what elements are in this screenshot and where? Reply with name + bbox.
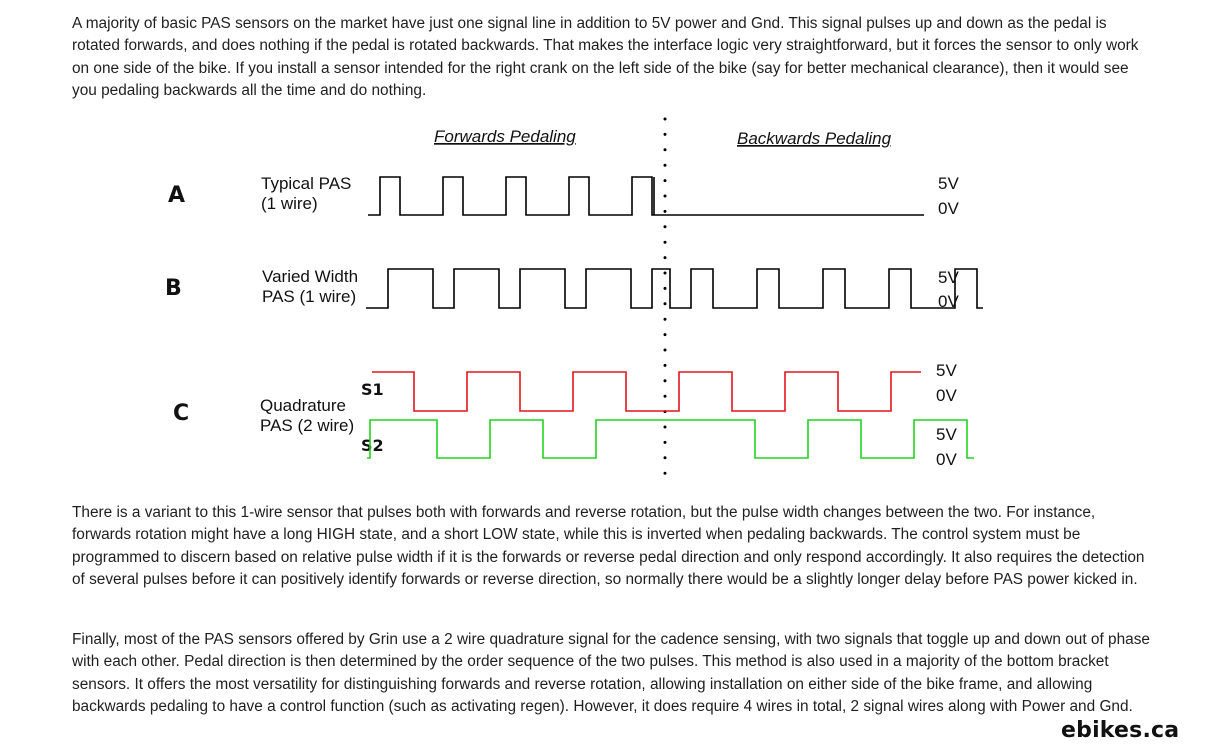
divider-dot [663, 379, 667, 383]
divider-dot [663, 302, 667, 306]
row-c-s2-waveform [367, 419, 974, 459]
divider-dot [663, 333, 667, 337]
row-c-s2-5v-label: 5V [936, 425, 957, 444]
row-c-label-line2: PAS (2 wire) [260, 416, 354, 435]
row-a-5v-label: 5V [938, 174, 959, 193]
divider-dot [663, 209, 667, 213]
divider-dot [663, 179, 667, 183]
divider-dot [663, 132, 667, 136]
divider-dot [663, 317, 667, 321]
divider-dot [663, 194, 667, 198]
row-b-label-line1: Varied Width [262, 267, 358, 286]
row-a-label-line1: Typical PAS [261, 174, 351, 193]
divider-dot [663, 225, 667, 229]
divider-dot [663, 240, 667, 244]
divider-dot [663, 348, 667, 352]
backwards-pedaling-heading: Backwards Pedaling [737, 129, 892, 148]
row-a-letter: A [168, 183, 185, 208]
divider-dot [663, 394, 667, 398]
direction-divider-dotted-line [663, 117, 667, 475]
row-c-s1-5v-label: 5V [936, 361, 957, 380]
divider-dot [663, 471, 667, 475]
divider-dot [663, 117, 667, 121]
row-c-label-line1: Quadrature [260, 396, 346, 415]
divider-dot [663, 163, 667, 167]
divider-dot [663, 363, 667, 367]
row-c-s1-waveform [372, 371, 921, 412]
row-b-0v-label: 0V [938, 292, 959, 311]
row-b-5v-label: 5V [938, 268, 959, 287]
row-c-s1-label: S1 [361, 380, 384, 399]
ebikes-watermark: ebikes.ca [1061, 718, 1180, 743]
divider-dot [663, 440, 667, 444]
row-c-s1-0v-label: 0V [936, 386, 957, 405]
row-b-label-line2: PAS (1 wire) [262, 287, 356, 306]
divider-dot [663, 286, 667, 290]
intro-paragraph: A majority of basic PAS sensors on the m… [72, 15, 1139, 100]
divider-dot [663, 271, 667, 275]
divider-dot [663, 256, 667, 260]
row-a-label-line2: (1 wire) [261, 194, 318, 213]
row-b-waveform [366, 268, 983, 309]
row-c-s2-label: S2 [361, 436, 384, 455]
row-c-s2-0v-label: 0V [936, 450, 957, 469]
quadrature-paragraph: Finally, most of the PAS sensors offered… [72, 631, 1150, 716]
forwards-pedaling-heading: Forwards Pedaling [434, 127, 576, 146]
divider-dot [663, 456, 667, 460]
row-a-waveform [368, 176, 924, 216]
divider-dot [663, 425, 667, 429]
variant-paragraph: There is a variant to this 1-wire sensor… [72, 504, 1145, 589]
row-b-letter: B [165, 276, 182, 301]
row-c-letter: C [173, 401, 189, 426]
divider-dot [663, 148, 667, 152]
row-a-0v-label: 0V [938, 199, 959, 218]
